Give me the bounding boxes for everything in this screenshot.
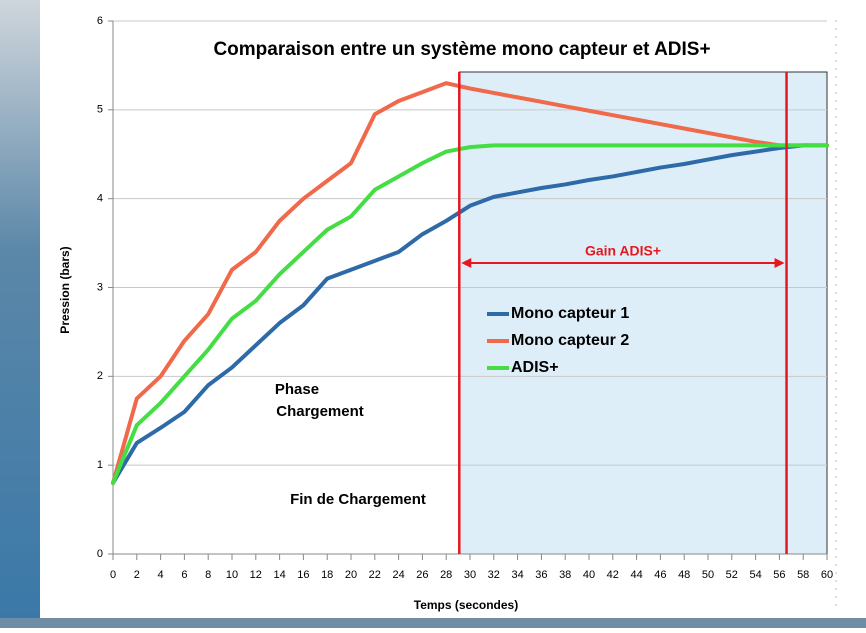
x-tick-label: 58 [797,569,809,581]
x-axis-label: Temps (secondes) [414,598,518,612]
x-tick-label: 54 [749,569,761,581]
x-tick-label: 30 [464,569,476,581]
x-tick-label: 34 [511,569,523,581]
x-tick-label: 16 [297,569,309,581]
x-tick-label: 8 [205,569,211,581]
x-tick-label: 52 [726,569,738,581]
legend-label: Mono capteur 1 [511,305,629,322]
y-tick-label: 5 [97,104,103,116]
x-tick-label: 56 [773,569,785,581]
legend-label: ADIS+ [511,359,559,376]
x-tick-label: 12 [250,569,262,581]
x-tick-label: 48 [678,569,690,581]
x-tick-label: 6 [181,569,187,581]
x-tick-label: 24 [392,569,404,581]
y-tick-label: 3 [97,281,103,293]
x-tick-label: 26 [416,569,428,581]
x-tick-label: 0 [110,569,116,581]
annotation: Fin de Chargement [290,491,426,508]
x-tick-label: 14 [273,569,285,581]
x-tick-label: 22 [369,569,381,581]
x-tick-label: 36 [535,569,547,581]
y-tick-label: 4 [97,193,103,205]
y-tick-label: 2 [97,370,103,382]
chart-title: Comparaison entre un système mono capteu… [213,39,710,60]
y-tick-label: 1 [97,459,103,471]
x-tick-label: 20 [345,569,357,581]
legend-label: Mono capteur 2 [511,332,629,349]
y-axis-label: Pression (bars) [58,246,72,333]
annotation: Phase [275,381,319,398]
chart: Comparaison entre un système mono capteu… [0,0,866,628]
background-image [0,0,40,628]
y-tick-label: 0 [97,548,103,560]
x-tick-label: 28 [440,569,452,581]
x-tick-label: 38 [559,569,571,581]
x-tick-label: 40 [583,569,595,581]
x-tick-label: 4 [158,569,164,581]
x-tick-label: 32 [488,569,500,581]
annotation: Gain ADIS+ [585,243,661,259]
x-tick-label: 46 [654,569,666,581]
x-tick-label: 50 [702,569,714,581]
x-tick-label: 10 [226,569,238,581]
bottom-strip [0,618,866,628]
y-tick-label: 6 [97,15,103,27]
x-tick-label: 18 [321,569,333,581]
x-tick-label: 2 [134,569,140,581]
annotation: Chargement [276,403,364,420]
x-tick-label: 60 [821,569,833,581]
x-tick-label: 42 [607,569,619,581]
x-tick-label: 44 [630,569,642,581]
